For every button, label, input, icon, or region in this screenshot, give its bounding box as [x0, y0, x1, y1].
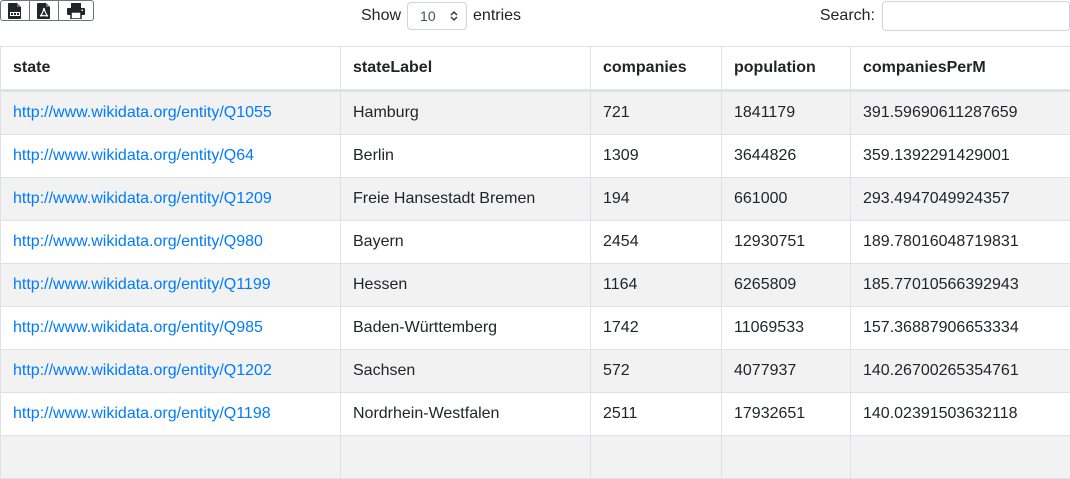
csv-file-icon	[8, 3, 22, 19]
statelabel-cell: Nordrhein-Westfalen	[341, 393, 591, 436]
state-link[interactable]: http://www.wikidata.org/entity/Q985	[13, 319, 263, 336]
companiesperm-cell	[851, 436, 1070, 479]
select-arrows-icon	[450, 10, 458, 22]
table-row: http://www.wikidata.org/entity/Q1055 Ham…	[1, 91, 1070, 135]
column-header-statelabel[interactable]: stateLabel	[341, 47, 591, 91]
column-header-companiesperm[interactable]: companiesPerM	[851, 47, 1070, 91]
table-row: http://www.wikidata.org/entity/Q64 Berli…	[1, 135, 1070, 178]
print-button[interactable]	[58, 0, 94, 21]
state-cell	[1, 436, 341, 479]
state-cell: http://www.wikidata.org/entity/Q64	[1, 135, 341, 178]
companies-cell: 2454	[591, 221, 722, 264]
table-row: http://www.wikidata.org/entity/Q1198 Nor…	[1, 393, 1070, 436]
statelabel-cell: Hamburg	[341, 91, 591, 135]
companies-cell: 721	[591, 91, 722, 135]
state-link[interactable]: http://www.wikidata.org/entity/Q1055	[13, 104, 272, 121]
statelabel-cell: Sachsen	[341, 350, 591, 393]
search-input[interactable]	[882, 1, 1070, 31]
population-cell	[722, 436, 851, 479]
state-link[interactable]: http://www.wikidata.org/entity/Q1198	[13, 405, 271, 422]
header-row: state stateLabel companies population co…	[1, 47, 1070, 91]
state-link[interactable]: http://www.wikidata.org/entity/Q64	[13, 147, 254, 164]
table-row: http://www.wikidata.org/entity/Q1202 Sac…	[1, 350, 1070, 393]
companies-cell: 1164	[591, 264, 722, 307]
companiesperm-cell: 185.77010566392943	[851, 264, 1070, 307]
entries-select-value: 10	[420, 8, 436, 24]
pdf-file-icon	[37, 3, 51, 19]
population-cell: 1841179	[722, 91, 851, 135]
companies-cell: 2511	[591, 393, 722, 436]
state-cell: http://www.wikidata.org/entity/Q1202	[1, 350, 341, 393]
table-row: http://www.wikidata.org/entity/Q1209 Fre…	[1, 178, 1070, 221]
companies-cell: 1309	[591, 135, 722, 178]
companiesperm-cell: 157.36887906653334	[851, 307, 1070, 350]
state-link[interactable]: http://www.wikidata.org/entity/Q1199	[13, 276, 271, 293]
column-header-state[interactable]: state	[1, 47, 341, 91]
population-cell: 11069533	[722, 307, 851, 350]
print-icon	[67, 3, 85, 19]
population-cell: 17932651	[722, 393, 851, 436]
companies-cell: 1742	[591, 307, 722, 350]
table-header: state stateLabel companies population co…	[1, 47, 1070, 91]
population-cell: 4077937	[722, 350, 851, 393]
search-control: Search:	[820, 0, 1070, 31]
results-table: state stateLabel companies population co…	[0, 46, 1070, 479]
companies-cell	[591, 436, 722, 479]
companiesperm-cell: 359.1392291429001	[851, 135, 1070, 178]
table-row: http://www.wikidata.org/entity/Q980 Baye…	[1, 221, 1070, 264]
entries-label: entries	[473, 7, 521, 25]
state-cell: http://www.wikidata.org/entity/Q1055	[1, 91, 341, 135]
show-label: Show	[361, 7, 401, 25]
companiesperm-cell: 140.02391503632118	[851, 393, 1070, 436]
column-header-companies[interactable]: companies	[591, 47, 722, 91]
population-cell: 661000	[722, 178, 851, 221]
csv-export-button[interactable]	[0, 0, 30, 21]
search-label: Search:	[820, 7, 875, 25]
state-link[interactable]: http://www.wikidata.org/entity/Q1202	[13, 362, 272, 379]
state-cell: http://www.wikidata.org/entity/Q980	[1, 221, 341, 264]
table-row-partial	[1, 436, 1070, 479]
companiesperm-cell: 391.59690611287659	[851, 91, 1070, 135]
statelabel-cell: Bayern	[341, 221, 591, 264]
statelabel-cell	[341, 436, 591, 479]
statelabel-cell: Hessen	[341, 264, 591, 307]
state-cell: http://www.wikidata.org/entity/Q1199	[1, 264, 341, 307]
entries-length-control: Show 10 entries	[361, 2, 521, 30]
state-link[interactable]: http://www.wikidata.org/entity/Q980	[13, 233, 263, 250]
companies-cell: 572	[591, 350, 722, 393]
population-cell: 12930751	[722, 221, 851, 264]
table-row: http://www.wikidata.org/entity/Q985 Bade…	[1, 307, 1070, 350]
companies-cell: 194	[591, 178, 722, 221]
companiesperm-cell: 293.4947049924357	[851, 178, 1070, 221]
statelabel-cell: Baden-Württemberg	[341, 307, 591, 350]
table-body: http://www.wikidata.org/entity/Q1055 Ham…	[1, 91, 1070, 479]
companiesperm-cell: 140.26700265354761	[851, 350, 1070, 393]
companiesperm-cell: 189.78016048719831	[851, 221, 1070, 264]
state-cell: http://www.wikidata.org/entity/Q1209	[1, 178, 341, 221]
column-header-population[interactable]: population	[722, 47, 851, 91]
population-cell: 6265809	[722, 264, 851, 307]
state-cell: http://www.wikidata.org/entity/Q1198	[1, 393, 341, 436]
state-cell: http://www.wikidata.org/entity/Q985	[1, 307, 341, 350]
state-link[interactable]: http://www.wikidata.org/entity/Q1209	[13, 190, 272, 207]
entries-select[interactable]: 10	[407, 2, 467, 30]
export-toolbar	[0, 0, 93, 24]
pdf-export-button[interactable]	[29, 0, 59, 21]
statelabel-cell: Freie Hansestadt Bremen	[341, 178, 591, 221]
table-row: http://www.wikidata.org/entity/Q1199 Hes…	[1, 264, 1070, 307]
statelabel-cell: Berlin	[341, 135, 591, 178]
population-cell: 3644826	[722, 135, 851, 178]
